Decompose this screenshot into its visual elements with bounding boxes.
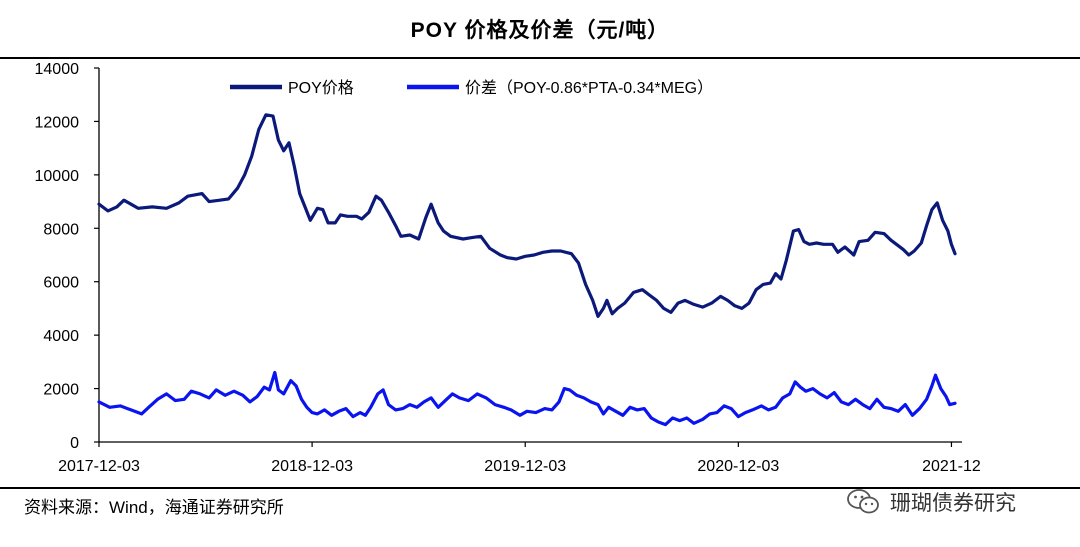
source-note: 资料来源：Wind，海通证券研究所 [24,498,284,517]
legend-label-1: 价差（POY-0.86*PTA-0.34*MEG） [465,79,713,97]
x-tick-label-4: 2021-12 [922,458,981,475]
x-tick-label-3: 2020-12-03 [697,458,779,475]
y-tick-label-2000: 2000 [43,382,79,399]
y-tick-label-4000: 4000 [43,328,79,345]
watermark: 珊瑚债券研究 [846,484,1016,520]
wechat-icon [847,489,879,514]
chart-title: POY 价格及价差（元/吨） [410,18,670,42]
x-tick-label-0: 2017-12-03 [58,458,140,475]
legend-label-0: POY价格 [288,79,354,97]
source-divider [0,487,1080,489]
y-tick-label-10000: 10000 [35,168,80,185]
series-line-0 [97,113,957,318]
y-tick-label-8000: 8000 [43,221,79,238]
y-tick-label-12000: 12000 [35,114,80,131]
y-tick-label-6000: 6000 [43,275,79,292]
watermark-text: 珊瑚债券研究 [890,492,1016,515]
poy-price-spread-chart: 0 2000 4000 6000 8000 10000 12000 14000 2017-12-… [35,61,981,475]
y-tick-label-14000: 14000 [35,61,80,78]
x-tick-label-2: 2019-12-03 [484,458,566,475]
x-tick-label-1: 2018-12-03 [271,458,353,475]
title-divider [0,57,1080,59]
y-tick-label-0: 0 [70,435,79,452]
series-line-1 [97,370,957,427]
